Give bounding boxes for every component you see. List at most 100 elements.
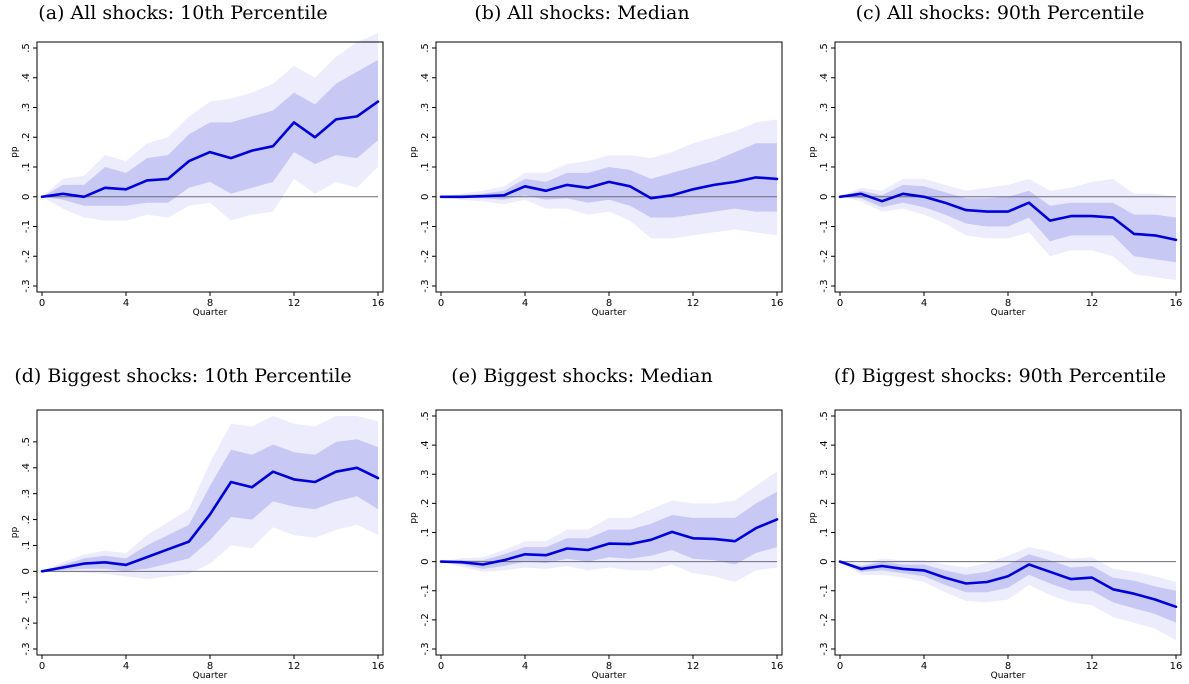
y-axis-label: pp xyxy=(10,146,20,158)
x-tick-label: 4 xyxy=(921,298,927,309)
x-axis-label: Quarter xyxy=(193,308,228,318)
y-tick-label: -.1 xyxy=(21,220,32,233)
confidence-band-inner xyxy=(42,439,378,572)
x-tick-label: 4 xyxy=(123,298,129,309)
x-tick-label: 4 xyxy=(522,298,528,309)
x-tick-label: 16 xyxy=(372,298,385,309)
y-tick-label: .1 xyxy=(819,162,830,172)
y-tick-label: 0 xyxy=(420,558,431,564)
x-tick-label: 8 xyxy=(1005,661,1011,672)
y-tick-label: .5 xyxy=(21,43,32,53)
y-axis-label: pp xyxy=(10,527,20,539)
chart-panel: (e) Biggest shocks: Median 0 4 8 12 16 Quarter… xyxy=(409,365,783,681)
y-tick-label: 0 xyxy=(819,194,830,200)
y-tick-label: -.2 xyxy=(420,613,431,626)
panel-title: (f) Biggest shocks: 90th Percentile xyxy=(834,365,1166,387)
y-tick-label: .1 xyxy=(21,541,32,551)
y-tick-label: -.2 xyxy=(420,250,431,263)
y-axis-label: pp xyxy=(808,146,818,158)
y-axis-label: pp xyxy=(808,512,818,524)
y-tick-label: .3 xyxy=(819,103,830,113)
y-tick-label: -.2 xyxy=(819,250,830,263)
y-tick-label: -.1 xyxy=(420,220,431,233)
panel-title: (d) Biggest shocks: 10th Percentile xyxy=(14,365,351,387)
y-tick-label: -.3 xyxy=(21,279,32,292)
x-tick-label: 16 xyxy=(1170,298,1183,309)
x-tick-label: 4 xyxy=(123,661,129,672)
y-tick-label: -.3 xyxy=(420,642,431,655)
y-tick-label: .5 xyxy=(21,437,32,447)
y-tick-label: .5 xyxy=(819,411,830,421)
chart-panel: (c) All shocks: 90th Percentile 0 4 8 12 16 Qu… xyxy=(808,2,1182,318)
x-tick-label: 4 xyxy=(522,661,528,672)
x-tick-label: 8 xyxy=(606,298,612,309)
chart-panel: (a) All shocks: 10th Percentile 0 4 8 12 16 Qu… xyxy=(10,2,384,318)
confidence-band-inner xyxy=(42,59,378,206)
y-tick-label: -.1 xyxy=(819,220,830,233)
y-tick-label: .4 xyxy=(420,440,431,450)
series-line xyxy=(838,192,1178,242)
y-tick-label: .5 xyxy=(420,411,431,421)
y-tick-label: 0 xyxy=(420,194,431,200)
x-tick-label: 12 xyxy=(288,661,301,672)
x-tick-label: 0 xyxy=(438,298,444,309)
x-tick-label: 8 xyxy=(606,661,612,672)
y-axis-label: pp xyxy=(409,512,419,524)
x-axis-label: Quarter xyxy=(193,671,228,681)
x-tick-label: 0 xyxy=(438,661,444,672)
y-tick-label: .3 xyxy=(21,489,32,499)
x-tick-label: 8 xyxy=(1005,298,1011,309)
x-tick-label: 12 xyxy=(687,298,700,309)
y-tick-label: .4 xyxy=(21,463,32,473)
chart-panel: (d) Biggest shocks: 10th Percentile 0 4 8 12… xyxy=(10,365,384,681)
x-axis-label: Quarter xyxy=(991,308,1026,318)
series-line xyxy=(40,466,380,573)
panel-title: (c) All shocks: 90th Percentile xyxy=(856,2,1145,24)
series-line xyxy=(439,518,779,566)
y-tick-label: .4 xyxy=(420,73,431,83)
y-tick-label: .3 xyxy=(21,103,32,113)
y-tick-label: .1 xyxy=(420,162,431,172)
y-tick-label: .4 xyxy=(819,73,830,83)
y-tick-label: .1 xyxy=(21,162,32,172)
y-tick-label: .3 xyxy=(420,469,431,479)
x-tick-label: 12 xyxy=(288,298,301,309)
y-tick-label: -.1 xyxy=(21,591,32,604)
y-tick-label: .4 xyxy=(21,73,32,83)
y-tick-label: -.2 xyxy=(819,613,830,626)
y-tick-label: -.3 xyxy=(21,642,32,655)
x-tick-label: 0 xyxy=(837,298,843,309)
series-line xyxy=(439,176,779,200)
series-line xyxy=(40,100,380,199)
x-axis-label: Quarter xyxy=(991,671,1026,681)
y-tick-label: 0 xyxy=(819,558,830,564)
panel-title: (a) All shocks: 10th Percentile xyxy=(38,2,327,24)
x-tick-label: 16 xyxy=(372,661,385,672)
y-tick-label: 0 xyxy=(21,194,32,200)
x-tick-label: 0 xyxy=(39,661,45,672)
y-tick-label: -.3 xyxy=(819,279,830,292)
y-tick-label: .2 xyxy=(21,515,32,525)
y-tick-label: .1 xyxy=(819,528,830,538)
x-tick-label: 0 xyxy=(837,661,843,672)
y-tick-label: .5 xyxy=(420,43,431,53)
x-axis-label: Quarter xyxy=(592,671,627,681)
y-tick-label: .2 xyxy=(420,132,431,142)
y-tick-label: -.2 xyxy=(21,617,32,630)
confidence-band-inner xyxy=(441,491,777,569)
x-tick-label: 16 xyxy=(1170,661,1183,672)
y-tick-label: .2 xyxy=(21,132,32,142)
y-tick-label: -.3 xyxy=(420,279,431,292)
chart-panel: (f) Biggest shocks: 90th Percentile 0 4 8 12… xyxy=(808,365,1182,681)
x-tick-label: 8 xyxy=(207,661,213,672)
y-tick-label: .2 xyxy=(819,132,830,142)
panel-title: (e) Biggest shocks: Median xyxy=(451,365,712,387)
x-tick-label: 16 xyxy=(771,298,784,309)
y-tick-label: -.3 xyxy=(819,642,830,655)
y-tick-label: .1 xyxy=(420,528,431,538)
x-tick-label: 12 xyxy=(687,661,700,672)
y-tick-label: .2 xyxy=(420,499,431,509)
x-tick-label: 8 xyxy=(207,298,213,309)
y-tick-label: -.1 xyxy=(420,584,431,597)
y-tick-label: 0 xyxy=(21,568,32,574)
